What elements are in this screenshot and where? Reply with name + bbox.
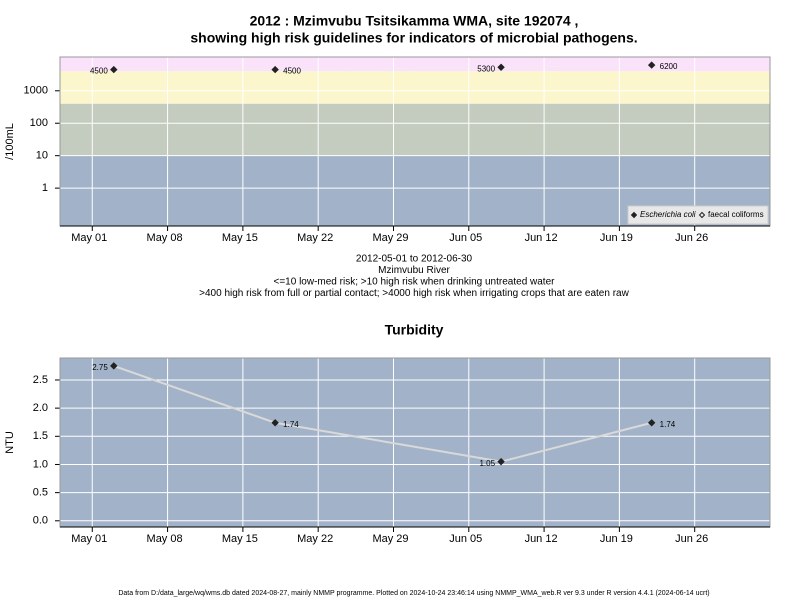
chart-title: 2012 : Mzimvubu Tsitsikamma WMA, site 19… [250, 13, 579, 29]
y-tick-label: 1000 [24, 85, 48, 97]
legend-marker [698, 211, 706, 219]
data-point [271, 65, 279, 74]
x-tick-label: May 29 [372, 232, 408, 244]
caption: >400 high risk from full or partial cont… [199, 288, 629, 299]
data-label: 5300 [477, 64, 495, 73]
x-tick-label: May 01 [71, 232, 107, 244]
data-label: 4500 [283, 67, 301, 76]
data-point [647, 419, 656, 427]
risk-band [60, 103, 770, 156]
risk-band [60, 358, 770, 527]
risk-band [60, 57, 770, 72]
x-tick-label: Jun 19 [600, 232, 633, 244]
x-tick-label: Jun 12 [525, 232, 558, 244]
x-tick-label: May 22 [297, 533, 333, 545]
data-point [497, 457, 505, 466]
legend-box [627, 205, 769, 225]
y-tick-label: 2.5 [33, 374, 48, 386]
x-tick-label: May 22 [297, 232, 333, 244]
x-tick-label: Jun 12 [525, 533, 558, 545]
y-tick-label: 1.5 [33, 430, 48, 442]
caption: 2012-05-01 to 2012-06-30 [356, 254, 473, 265]
y-tick-label: 2.0 [33, 402, 48, 414]
x-tick-label: Jun 26 [675, 232, 708, 244]
x-tick-label: May 15 [222, 232, 258, 244]
caption: <=10 low-med risk; >10 high risk when dr… [274, 277, 556, 288]
caption: Mzimvubu River [378, 265, 450, 276]
y-tick-label: 1.0 [33, 458, 48, 470]
y-tick-label: 0.0 [33, 515, 48, 527]
y-tick-label: 0.5 [33, 487, 48, 499]
x-tick-label: May 08 [147, 533, 183, 545]
series-line [113, 64, 652, 70]
data-point [497, 63, 505, 71]
chart-title: showing high risk guidelines for indicat… [190, 30, 637, 46]
legend-label: Escherichia coli [640, 210, 696, 219]
data-label: 1.74 [283, 420, 299, 429]
series-line [113, 364, 652, 463]
data-label: 1.05 [479, 459, 495, 468]
y-tick-label: 10 [36, 150, 48, 162]
legend-label: faecal coliforms [708, 210, 764, 219]
x-tick-label: May 15 [222, 533, 258, 545]
data-point [271, 419, 279, 427]
data-label: 2.75 [92, 363, 108, 372]
footer: Data from D:/data_large/wq/wms.db dated … [118, 590, 709, 597]
data-label: 4500 [90, 67, 108, 76]
x-tick-label: Jun 05 [449, 232, 482, 244]
data-label: 6200 [660, 62, 678, 71]
risk-band [60, 71, 770, 104]
x-tick-label: May 01 [71, 533, 107, 545]
y-tick-label: 100 [30, 117, 48, 129]
data-point [110, 362, 118, 370]
data-point [110, 65, 118, 74]
legend-marker [630, 211, 638, 219]
x-tick-label: May 08 [147, 232, 183, 244]
x-tick-label: Jun 26 [675, 533, 708, 545]
y-axis-label: NTU [4, 431, 16, 454]
data-point [647, 61, 656, 69]
x-tick-label: May 29 [372, 533, 408, 545]
y-tick-label: 1 [42, 182, 48, 194]
data-label: 1.74 [660, 420, 676, 429]
x-tick-label: Jun 05 [449, 533, 482, 545]
y-axis-label: /100mL [4, 123, 16, 160]
chart-title: Turbidity [385, 322, 444, 338]
x-tick-label: Jun 19 [600, 533, 633, 545]
